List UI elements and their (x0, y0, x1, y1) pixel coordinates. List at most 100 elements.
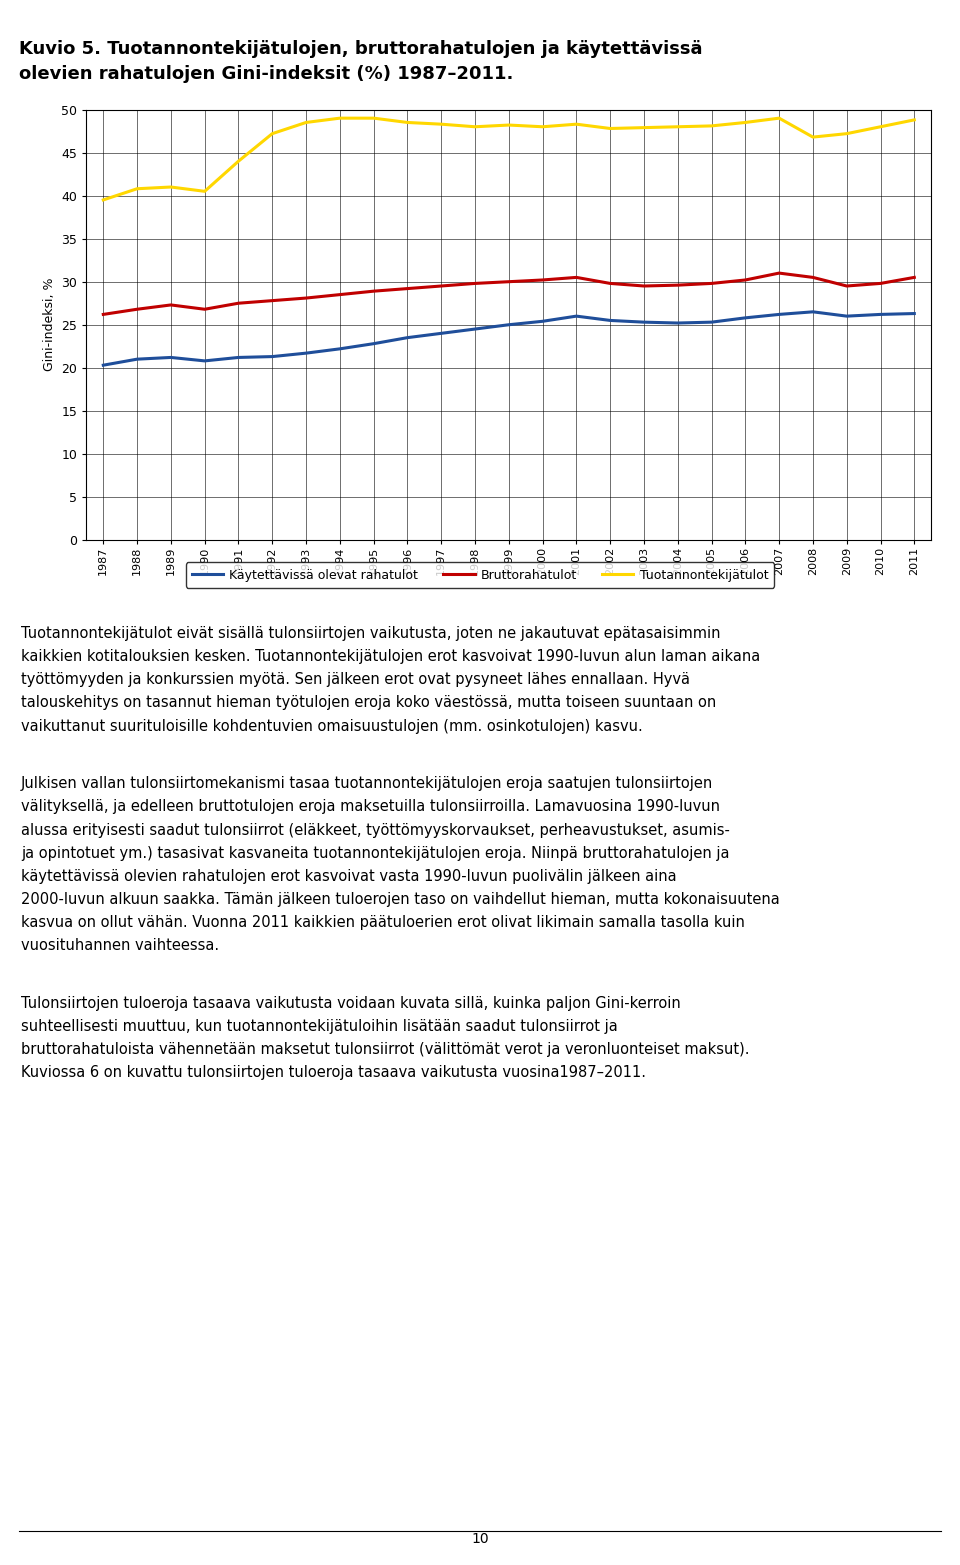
Bruttorahatulot (132, 300, 143, 319)
Käytettävissä olevat rahatulot (841, 307, 852, 326)
Line: Tuotannontekijätulot: Tuotannontekijätulot (104, 119, 914, 200)
Text: vuosituhannen vaihteessa.: vuosituhannen vaihteessa. (21, 939, 219, 953)
Bruttorahatulot (739, 271, 751, 290)
Käytettävissä olevat rahatulot (706, 313, 717, 332)
Käytettävissä olevat rahatulot (537, 311, 548, 330)
Käytettävissä olevat rahatulot (165, 347, 177, 366)
Bruttorahatulot (774, 263, 785, 282)
Bruttorahatulot (503, 272, 515, 291)
Bruttorahatulot (908, 268, 920, 286)
Tuotannontekijätulot (706, 116, 717, 135)
Tuotannontekijätulot (165, 177, 177, 196)
Legend: Käytettävissä olevat rahatulot, Bruttorahatulot, Tuotannontekijätulot: Käytettävissä olevat rahatulot, Bruttora… (185, 562, 775, 588)
Käytettävissä olevat rahatulot (570, 307, 582, 326)
Text: Kuviossa 6 on kuvattu tulonsiirtojen tuloeroja tasaava vaikutusta vuosina1987–20: Kuviossa 6 on kuvattu tulonsiirtojen tul… (21, 1066, 646, 1080)
Bruttorahatulot (232, 294, 244, 313)
Käytettävissä olevat rahatulot (774, 305, 785, 324)
Tuotannontekijätulot (807, 128, 819, 147)
Tuotannontekijätulot (841, 124, 852, 142)
Text: 10: 10 (471, 1532, 489, 1546)
Käytettävissä olevat rahatulot (401, 329, 413, 347)
Käytettävissä olevat rahatulot (199, 352, 210, 371)
Bruttorahatulot (706, 274, 717, 293)
Bruttorahatulot (436, 277, 447, 296)
Tuotannontekijätulot (334, 110, 346, 128)
Tuotannontekijätulot (503, 116, 515, 135)
Tuotannontekijätulot (672, 117, 684, 136)
Bruttorahatulot (98, 305, 109, 324)
Käytettävissä olevat rahatulot (132, 351, 143, 369)
Tuotannontekijätulot (199, 182, 210, 200)
Bruttorahatulot (570, 268, 582, 286)
Line: Bruttorahatulot: Bruttorahatulot (104, 272, 914, 315)
Text: 2000-luvun alkuun saakka. Tämän jälkeen tuloerojen taso on vaihdellut hieman, mu: 2000-luvun alkuun saakka. Tämän jälkeen … (21, 892, 780, 908)
Text: kaikkien kotitalouksien kesken. Tuotannontekijätulojen erot kasvoivat 1990-luvun: kaikkien kotitalouksien kesken. Tuotanno… (21, 649, 760, 664)
Text: alussa erityisesti saadut tulonsiirrot (eläkkeet, työttömyyskorvaukset, perheavu: alussa erityisesti saadut tulonsiirrot (… (21, 823, 730, 837)
Tuotannontekijätulot (401, 113, 413, 131)
Käytettävissä olevat rahatulot (436, 324, 447, 343)
Käytettävissä olevat rahatulot (875, 305, 886, 324)
Bruttorahatulot (469, 274, 481, 293)
Bruttorahatulot (605, 274, 616, 293)
Y-axis label: Gini-indeksi, %: Gini-indeksi, % (43, 279, 56, 371)
Text: suhteellisesti muuttuu, kun tuotannontekijätuloihin lisätään saadut tulonsiirrot: suhteellisesti muuttuu, kun tuotannontek… (21, 1019, 618, 1034)
Tuotannontekijätulot (908, 111, 920, 130)
Bruttorahatulot (875, 274, 886, 293)
Bruttorahatulot (672, 275, 684, 294)
Bruttorahatulot (199, 300, 210, 319)
Käytettävissä olevat rahatulot (807, 302, 819, 321)
Tuotannontekijätulot (875, 117, 886, 136)
Käytettävissä olevat rahatulot (908, 304, 920, 322)
Tuotannontekijätulot (368, 110, 379, 128)
Bruttorahatulot (401, 279, 413, 297)
Text: Julkisen vallan tulonsiirtomekanismi tasaa tuotannontekijätulojen eroja saatujen: Julkisen vallan tulonsiirtomekanismi tas… (21, 776, 713, 792)
Tuotannontekijätulot (537, 117, 548, 136)
Käytettävissä olevat rahatulot (232, 347, 244, 366)
Tuotannontekijätulot (605, 119, 616, 138)
Tuotannontekijätulot (469, 117, 481, 136)
Käytettävissä olevat rahatulot (638, 313, 650, 332)
Tuotannontekijätulot (232, 152, 244, 171)
Text: olevien rahatulojen Gini-indeksit (%) 1987–2011.: olevien rahatulojen Gini-indeksit (%) 19… (19, 64, 514, 83)
Text: käytettävissä olevien rahatulojen erot kasvoivat vasta 1990-luvun puolivälin jäl: käytettävissä olevien rahatulojen erot k… (21, 869, 677, 884)
Tuotannontekijätulot (570, 114, 582, 133)
Tuotannontekijätulot (300, 113, 312, 131)
Tuotannontekijätulot (267, 124, 278, 142)
Text: vaikuttanut suurituloisille kohdentuvien omaisuustulojen (mm. osinkotulojen) kas: vaikuttanut suurituloisille kohdentuvien… (21, 718, 643, 734)
Bruttorahatulot (334, 285, 346, 304)
Bruttorahatulot (638, 277, 650, 296)
Bruttorahatulot (267, 291, 278, 310)
Käytettävissä olevat rahatulot (98, 355, 109, 374)
Käytettävissä olevat rahatulot (368, 335, 379, 354)
Tuotannontekijätulot (638, 119, 650, 138)
Tuotannontekijätulot (774, 110, 785, 128)
Text: talouskehitys on tasannut hieman työtulojen eroja koko väestössä, mutta toiseen : talouskehitys on tasannut hieman työtulo… (21, 695, 716, 711)
Text: kasvua on ollut vähän. Vuonna 2011 kaikkien päätuloerien erot olivat likimain sa: kasvua on ollut vähän. Vuonna 2011 kaikk… (21, 916, 745, 930)
Text: välityksellä, ja edelleen bruttotulojen eroja maksetuilla tulonsiirroilla. Lamav: välityksellä, ja edelleen bruttotulojen … (21, 800, 720, 814)
Text: ja opintotuet ym.) tasasivat kasvaneita tuotannontekijätulojen eroja. Niinpä bru: ja opintotuet ym.) tasasivat kasvaneita … (21, 845, 730, 861)
Bruttorahatulot (368, 282, 379, 300)
Tuotannontekijätulot (98, 191, 109, 210)
Käytettävissä olevat rahatulot (503, 315, 515, 333)
Käytettävissä olevat rahatulot (334, 340, 346, 358)
Tuotannontekijätulot (436, 114, 447, 133)
Käytettävissä olevat rahatulot (469, 319, 481, 338)
Text: Tulonsiirtojen tuloeroja tasaava vaikutusta voidaan kuvata sillä, kuinka paljon : Tulonsiirtojen tuloeroja tasaava vaikutu… (21, 995, 681, 1011)
Bruttorahatulot (807, 268, 819, 286)
Tuotannontekijätulot (739, 113, 751, 131)
Text: Tuotannontekijätulot eivät sisällä tulonsiirtojen vaikutusta, joten ne jakautuva: Tuotannontekijätulot eivät sisällä tulon… (21, 626, 721, 642)
Käytettävissä olevat rahatulot (739, 308, 751, 327)
Bruttorahatulot (300, 288, 312, 307)
Bruttorahatulot (165, 296, 177, 315)
Text: Kuvio 5. Tuotannontekijätulojen, bruttorahatulojen ja käytettävissä: Kuvio 5. Tuotannontekijätulojen, bruttor… (19, 39, 703, 58)
Line: Käytettävissä olevat rahatulot: Käytettävissä olevat rahatulot (104, 311, 914, 365)
Käytettävissä olevat rahatulot (605, 311, 616, 330)
Tuotannontekijätulot (132, 180, 143, 199)
Text: työttömyyden ja konkurssien myötä. Sen jälkeen erot ovat pysyneet lähes ennallaa: työttömyyden ja konkurssien myötä. Sen j… (21, 673, 690, 687)
Käytettävissä olevat rahatulot (267, 347, 278, 366)
Käytettävissä olevat rahatulot (300, 344, 312, 363)
Text: bruttorahatuloista vähennetään maksetut tulonsiirrot (välittömät verot ja veronl: bruttorahatuloista vähennetään maksetut … (21, 1042, 750, 1058)
Bruttorahatulot (537, 271, 548, 290)
Bruttorahatulot (841, 277, 852, 296)
Käytettävissä olevat rahatulot (672, 313, 684, 332)
